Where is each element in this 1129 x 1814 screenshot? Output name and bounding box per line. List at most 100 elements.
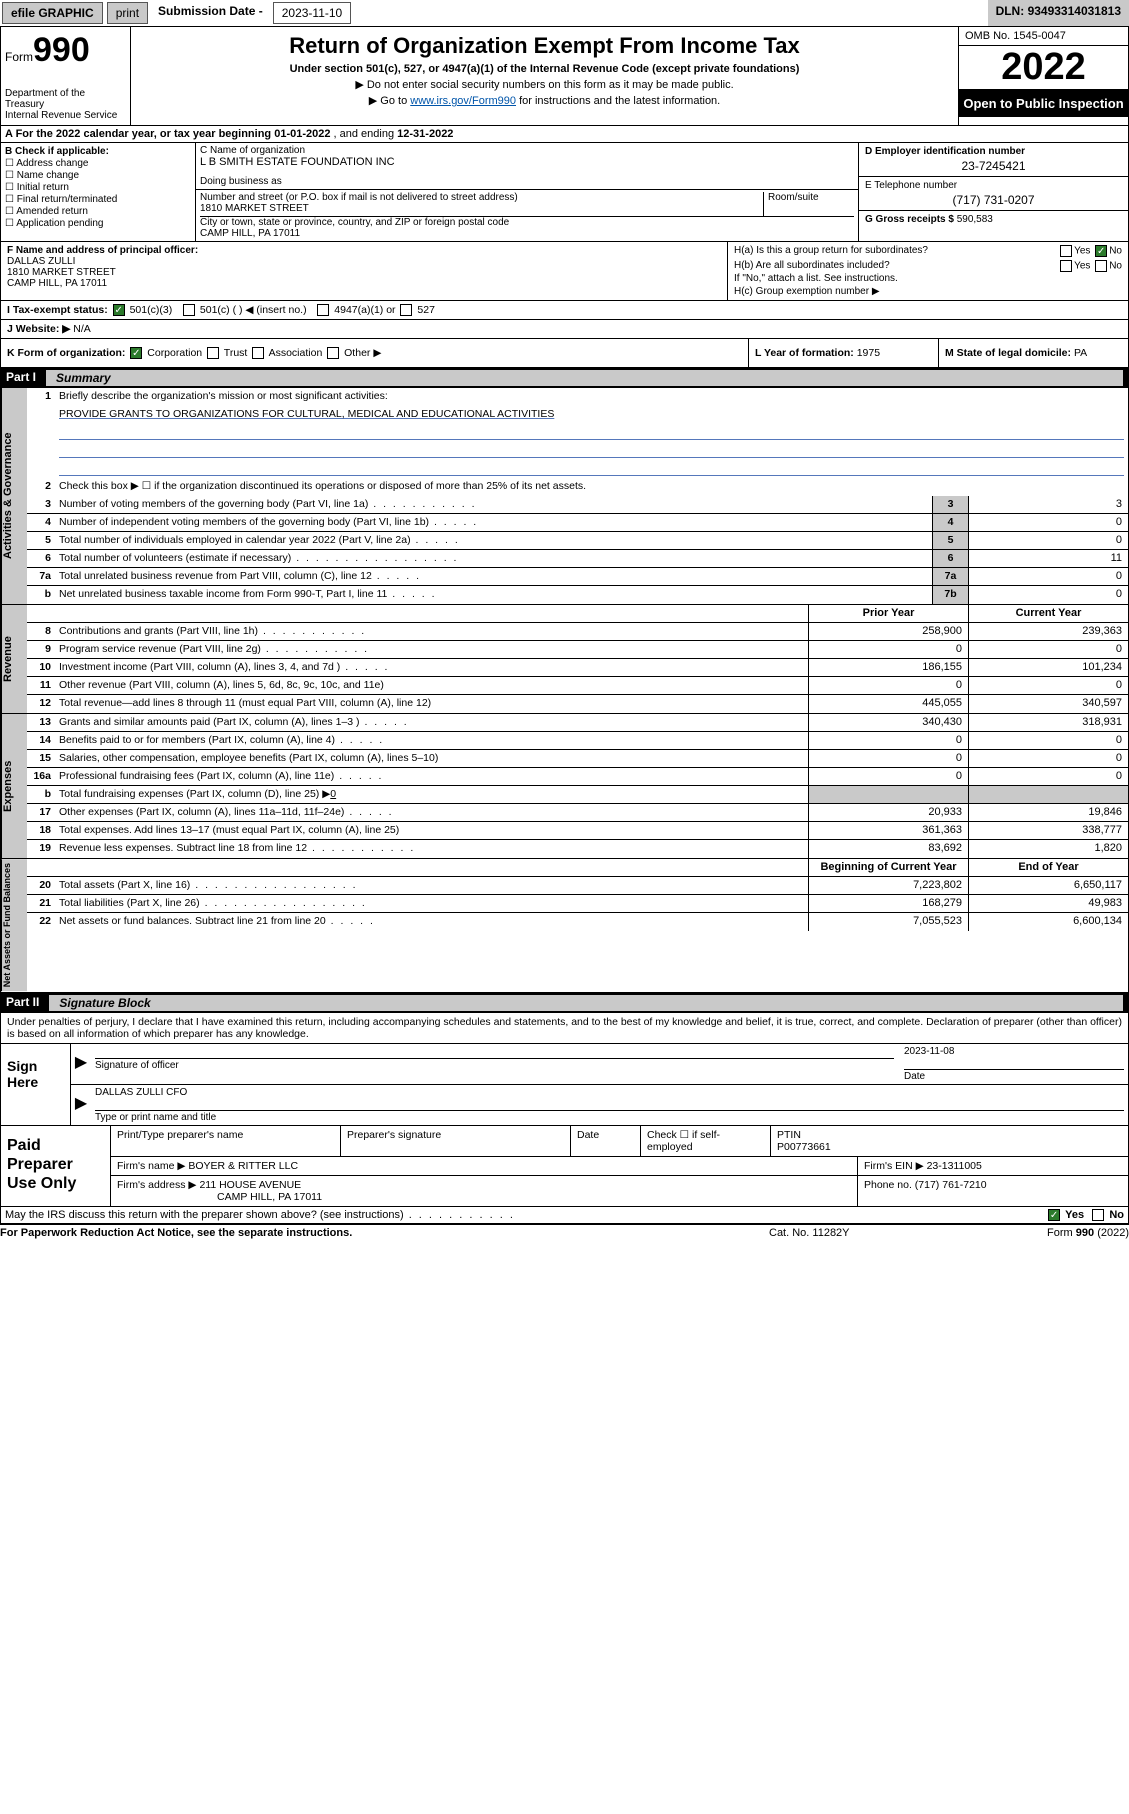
r6: Total number of volunteers (estimate if … — [55, 550, 932, 567]
r9: Program service revenue (Part VIII, line… — [55, 641, 808, 658]
discuss-row: May the IRS discuss this return with the… — [0, 1207, 1129, 1224]
firm-phone: (717) 761-7210 — [915, 1179, 987, 1191]
form-header: Form990 Department of the Treasury Inter… — [0, 27, 1129, 126]
prep-selfemp: Check ☐ if self-employed — [641, 1126, 771, 1156]
form-title: Return of Organization Exempt From Incom… — [139, 33, 950, 59]
city: CAMP HILL, PA 17011 — [200, 228, 300, 239]
prep-sig-label: Preparer's signature — [341, 1126, 571, 1156]
r15: Salaries, other compensation, employee b… — [55, 750, 808, 767]
name-title-label: Type or print name and title — [95, 1110, 1124, 1123]
org-name: L B SMITH ESTATE FOUNDATION INC — [200, 156, 395, 168]
r21: Total liabilities (Part X, line 26) — [55, 895, 808, 912]
tab-expenses: Expenses — [1, 714, 27, 858]
r7b: Net unrelated business taxable income fr… — [55, 586, 932, 604]
r2: Check this box ▶ ☐ if the organization d… — [55, 478, 1128, 496]
hb-yes[interactable] — [1060, 260, 1072, 272]
section-fh: F Name and address of principal officer:… — [0, 242, 1129, 301]
cb-amended-return[interactable]: ☐ Amended return — [5, 206, 191, 217]
sign-here-label: Sign Here — [1, 1044, 71, 1125]
prep-date-label: Date — [571, 1126, 641, 1156]
sign-here-block: Sign Here ▶ Signature of officer 2023-11… — [0, 1044, 1129, 1126]
ptin: P00773661 — [777, 1141, 831, 1153]
street: 1810 MARKET STREET — [200, 203, 309, 214]
form-number: 990 — [33, 31, 90, 69]
b-label: B Check if applicable: — [5, 146, 109, 157]
i-4947[interactable] — [317, 304, 329, 316]
discuss-q: May the IRS discuss this return with the… — [1, 1207, 958, 1223]
section-i: I Tax-exempt status: ✓ 501(c)(3) 501(c) … — [0, 301, 1129, 320]
firm-addr2: CAMP HILL, PA 17011 — [217, 1191, 322, 1203]
firm-ein: 23-1311005 — [927, 1160, 982, 1172]
room-label: Room/suite — [764, 192, 854, 217]
state-domicile: PA — [1074, 347, 1087, 359]
line-a: A For the 2022 calendar year, or tax yea… — [0, 126, 1129, 143]
hb-no[interactable] — [1095, 260, 1107, 272]
cb-final-return[interactable]: ☐ Final return/terminated — [5, 194, 191, 205]
website: N/A — [73, 323, 91, 335]
k-corp[interactable]: ✓ — [130, 347, 142, 359]
cb-name-change[interactable]: ☐ Name change — [5, 170, 191, 181]
v6: 11 — [968, 550, 1128, 567]
i-label: I Tax-exempt status: — [7, 304, 108, 316]
page-footer: For Paperwork Reduction Act Notice, see … — [0, 1224, 1129, 1241]
tab-net-assets: Net Assets or Fund Balances — [1, 859, 27, 991]
r19: Revenue less expenses. Subtract line 18 … — [55, 840, 808, 858]
ha-label: H(a) Is this a group return for subordin… — [734, 245, 928, 256]
tab-revenue: Revenue — [1, 605, 27, 713]
hdr-end: End of Year — [968, 859, 1128, 876]
summary-expenses: Expenses 13Grants and similar amounts pa… — [0, 714, 1129, 859]
ha-no[interactable]: ✓ — [1095, 245, 1107, 257]
r4: Number of independent voting members of … — [55, 514, 932, 531]
r7a: Total unrelated business revenue from Pa… — [55, 568, 932, 585]
hb-label: H(b) Are all subordinates included? — [734, 260, 890, 271]
cb-initial-return[interactable]: ☐ Initial return — [5, 182, 191, 193]
dln: DLN: 93493314031813 — [988, 0, 1129, 26]
k-other[interactable] — [327, 347, 339, 359]
submission-label: Submission Date - — [150, 0, 271, 26]
i-501c3[interactable]: ✓ — [113, 304, 125, 316]
paperwork-notice: For Paperwork Reduction Act Notice, see … — [0, 1227, 769, 1239]
k-assoc[interactable] — [252, 347, 264, 359]
submission-date: 2023-11-10 — [273, 2, 352, 24]
part-i-header: Part ISummary — [0, 368, 1129, 388]
cb-application-pending[interactable]: ☐ Application pending — [5, 218, 191, 229]
i-501c[interactable] — [183, 304, 195, 316]
r1-label: Briefly describe the organization's miss… — [55, 388, 1128, 406]
r17: Other expenses (Part IX, column (A), lin… — [55, 804, 808, 821]
v3: 3 — [968, 496, 1128, 513]
r11: Other revenue (Part VIII, column (A), li… — [55, 677, 808, 694]
open-inspection: Open to Public Inspection — [959, 90, 1128, 117]
section-bcdefg: B Check if applicable: ☐ Address change … — [0, 143, 1129, 242]
r18: Total expenses. Add lines 13–17 (must eq… — [55, 822, 808, 839]
v7b: 0 — [968, 586, 1128, 604]
ha-yes[interactable] — [1060, 245, 1072, 257]
phone: (717) 731-0207 — [865, 193, 1122, 207]
summary-governance: Activities & Governance 1Briefly describ… — [0, 388, 1129, 605]
col-c: C Name of organization L B SMITH ESTATE … — [196, 143, 858, 241]
print-button[interactable]: print — [107, 2, 148, 24]
irs-link[interactable]: www.irs.gov/Form990 — [410, 95, 516, 107]
sign-date: 2023-11-08 — [904, 1046, 954, 1057]
col-de: D Employer identification number 23-7245… — [858, 143, 1128, 241]
summary-revenue: Revenue Prior YearCurrent Year 8Contribu… — [0, 605, 1129, 714]
discuss-no[interactable] — [1092, 1209, 1104, 1221]
date-label: Date — [904, 1069, 1124, 1082]
officer-addr2: CAMP HILL, PA 17011 — [7, 278, 107, 289]
r13: Grants and similar amounts paid (Part IX… — [55, 714, 808, 731]
year-formation: 1975 — [857, 347, 880, 359]
hdr-prior: Prior Year — [808, 605, 968, 622]
c-name-label: C Name of organization — [200, 145, 305, 156]
r5: Total number of individuals employed in … — [55, 532, 932, 549]
paid-preparer-label: Paid Preparer Use Only — [1, 1126, 111, 1206]
sign-arrow-icon: ▶ — [71, 1044, 91, 1084]
efile-button[interactable]: efile GRAPHIC — [2, 2, 103, 24]
cb-address-change[interactable]: ☐ Address change — [5, 158, 191, 169]
v5: 0 — [968, 532, 1128, 549]
mission-text: PROVIDE GRANTS TO ORGANIZATIONS FOR CULT… — [59, 408, 554, 420]
v7a: 0 — [968, 568, 1128, 585]
note-ssn: ▶ Do not enter social security numbers o… — [139, 78, 950, 91]
discuss-yes[interactable]: ✓ — [1048, 1209, 1060, 1221]
k-trust[interactable] — [207, 347, 219, 359]
form-ref: Form 990 (2022) — [969, 1227, 1129, 1239]
i-527[interactable] — [400, 304, 412, 316]
